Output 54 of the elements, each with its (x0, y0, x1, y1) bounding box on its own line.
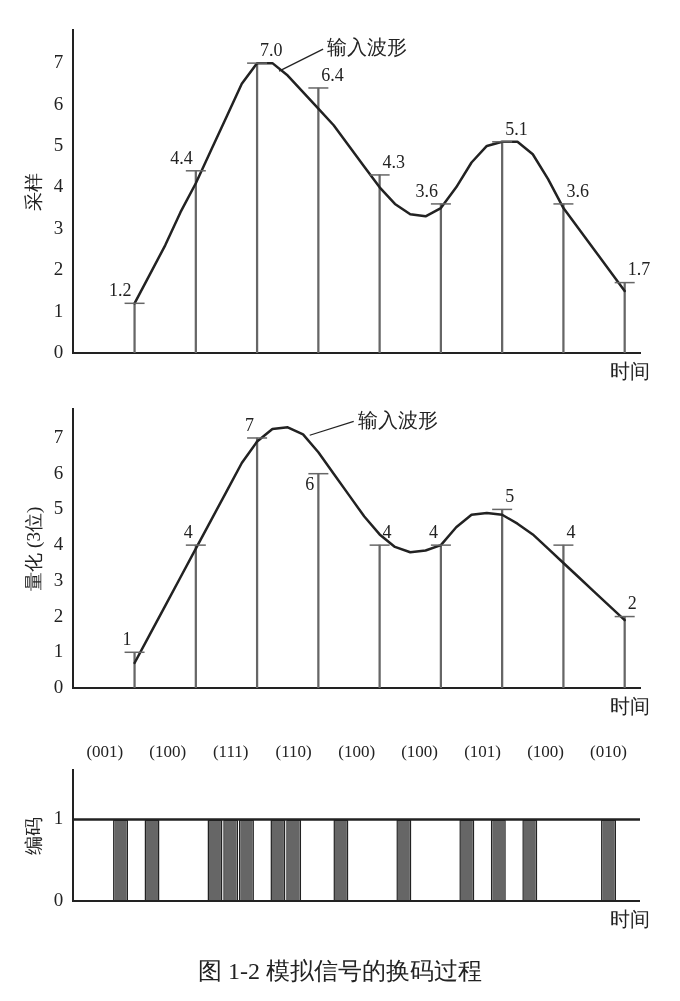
data-label: 1.7 (627, 259, 651, 280)
x-tick-label: (101) (464, 741, 501, 761)
data-label: 7 (245, 414, 255, 435)
y-tick-label: 4 (53, 533, 64, 555)
y-axis-title: 采样 (23, 172, 45, 211)
y-axis-title: 量化 (3位) (23, 506, 46, 591)
x-axis-title: 时间 (610, 907, 650, 932)
data-label: 4.3 (382, 151, 406, 172)
data-label: 6 (305, 474, 315, 495)
y-tick-label: 3 (53, 568, 64, 590)
x-axis-title: 时间 (610, 694, 650, 719)
legend-label: 输入波形 (327, 35, 408, 60)
y-tick-label: 3 (53, 216, 64, 238)
caption: 图 1-2 模拟信号的换码过程 (197, 957, 483, 986)
y-tick-label: 7 (53, 425, 64, 447)
y-tick-label: 2 (53, 604, 64, 626)
y-tick-label: 1 (53, 807, 64, 829)
x-tick-label: (010) (590, 741, 627, 761)
y-tick-label: 6 (53, 461, 64, 483)
x-tick-label: (100) (401, 741, 439, 761)
data-label: 1 (122, 629, 132, 650)
data-label: 4 (566, 521, 576, 542)
y-tick-label: 2 (53, 258, 64, 280)
data-label: 6.4 (321, 64, 344, 85)
x-tick-label: (100) (338, 741, 376, 761)
data-label: 4 (382, 521, 392, 542)
data-label: 5.1 (505, 118, 528, 139)
data-label: 3.6 (415, 180, 438, 201)
x-tick-label: (001) (86, 741, 124, 761)
y-tick-label: 6 (53, 92, 64, 114)
x-tick-label: (100) (149, 741, 187, 761)
data-label: 2 (627, 593, 637, 614)
x-tick-label: (110) (275, 741, 312, 761)
data-label: 7.0 (260, 39, 283, 60)
x-tick-label: (100) (527, 741, 564, 761)
legend-label: 输入波形 (357, 407, 438, 432)
y-tick-label: 0 (53, 888, 64, 910)
x-axis-title: 时间 (610, 359, 650, 384)
data-label: 4.4 (170, 147, 193, 168)
x-tick-label: (111) (212, 741, 249, 761)
y-tick-label: 0 (53, 675, 64, 697)
y-tick-label: 1 (53, 299, 64, 321)
data-label: 4 (183, 521, 193, 542)
data-label: 1.2 (109, 280, 132, 301)
y-tick-label: 4 (53, 175, 64, 197)
data-label: 5 (505, 486, 515, 507)
y-tick-label: 1 (53, 640, 64, 662)
data-label: 4 (428, 521, 438, 542)
y-tick-label: 5 (53, 497, 64, 519)
y-tick-label: 0 (53, 340, 64, 362)
data-label: 3.6 (566, 180, 589, 201)
y-tick-label: 7 (53, 51, 64, 73)
y-tick-label: 5 (53, 133, 64, 155)
y-axis-title: 编码 (23, 816, 45, 855)
